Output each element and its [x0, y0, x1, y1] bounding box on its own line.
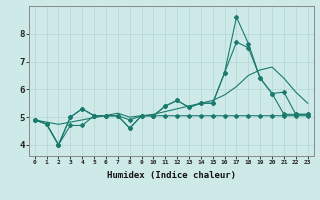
X-axis label: Humidex (Indice chaleur): Humidex (Indice chaleur) [107, 171, 236, 180]
